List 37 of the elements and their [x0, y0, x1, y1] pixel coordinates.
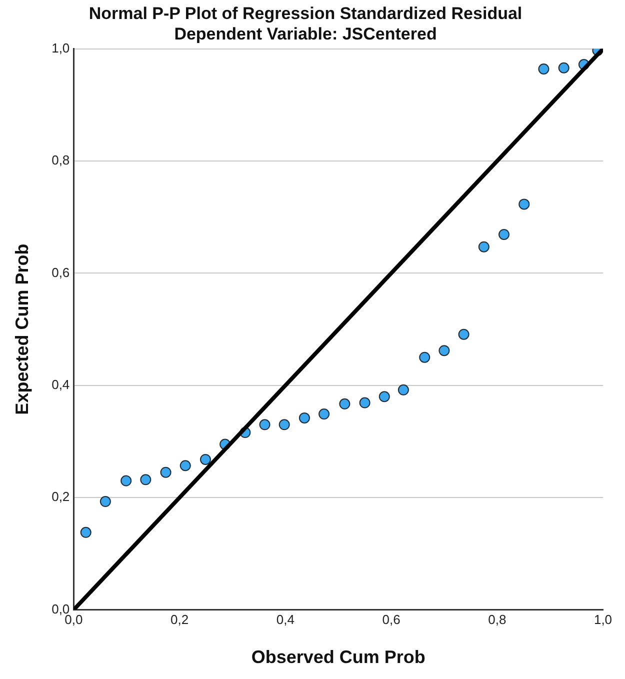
point	[458, 328, 470, 340]
point	[180, 460, 191, 472]
x-tick-label: 1,0	[594, 612, 612, 628]
point	[378, 391, 390, 402]
y-tick-label: 0,4	[52, 376, 70, 392]
point	[80, 526, 92, 538]
point	[298, 412, 310, 424]
point	[339, 398, 350, 410]
chart-title: Normal P-P Plot of Regression Standardized Residual	[88, 4, 522, 23]
point	[318, 408, 330, 420]
point	[140, 474, 152, 486]
point	[558, 62, 570, 74]
point	[478, 241, 490, 252]
y-axis-title: Expected Cum Prob	[12, 244, 32, 415]
x-axis-title: Observed Cum Prob	[251, 647, 426, 668]
x-tick-label: 0,6	[382, 612, 400, 628]
point	[200, 454, 211, 465]
x-tick-label: 0,2	[170, 612, 189, 628]
point	[419, 352, 430, 363]
point	[100, 496, 111, 508]
x-tick-label: 0,4	[276, 612, 294, 628]
point	[359, 397, 370, 408]
y-tick-label: 0,2	[52, 489, 70, 504]
point	[538, 63, 550, 74]
point	[438, 345, 450, 356]
point	[398, 384, 409, 396]
point	[278, 419, 290, 430]
point	[498, 228, 510, 240]
point	[259, 419, 270, 430]
y-tick-label: 0,6	[52, 264, 70, 280]
point	[120, 475, 132, 486]
y-tick-label: 1,0	[52, 40, 70, 56]
point	[160, 466, 172, 478]
y-tick-label: 0,8	[52, 152, 70, 168]
x-tick-label: 0,8	[488, 612, 506, 628]
chart-subtitle: Dependent Variable: JSCentered	[174, 24, 437, 44]
point	[518, 198, 530, 210]
